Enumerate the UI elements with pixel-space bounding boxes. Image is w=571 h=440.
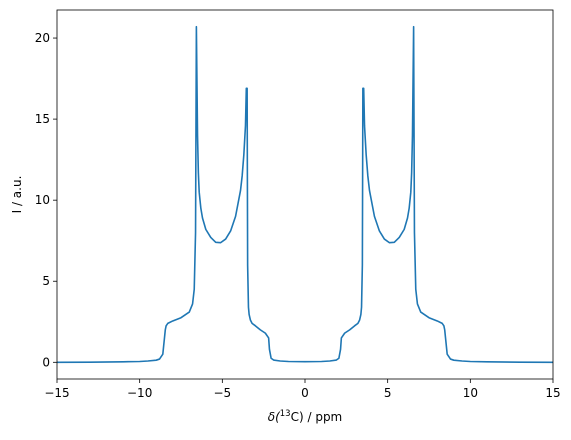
x-axis-label-superscript: 13 — [280, 409, 291, 419]
series-line — [56, 25, 554, 364]
x-axis-label-prefix: δ( — [268, 410, 281, 424]
y-tick-label: 10 — [35, 193, 50, 207]
y-axis-label: I / a.u. — [10, 176, 24, 214]
y-tick-label: 20 — [35, 31, 50, 45]
x-tick-label: 10 — [463, 386, 478, 400]
x-tick-label: 0 — [301, 386, 309, 400]
x-tick-label: 5 — [384, 386, 392, 400]
y-tick-label: 15 — [35, 112, 50, 126]
x-tick-label: −5 — [213, 386, 231, 400]
x-tick-label: 15 — [545, 386, 560, 400]
x-axis-label: δ(13C) / ppm — [268, 409, 343, 424]
axes-frame — [56, 9, 554, 380]
y-tick-label: 5 — [42, 274, 50, 288]
x-tick-label: −15 — [44, 386, 69, 400]
plot-area — [56, 25, 554, 364]
x-axis-ticks: −15 −10 −5 0 5 10 15 — [44, 379, 561, 400]
y-axis-ticks: 0 5 10 15 20 — [35, 31, 57, 369]
y-tick-label: 0 — [42, 355, 50, 369]
x-axis-label-suffix: C) / ppm — [291, 410, 343, 424]
x-tick-label: −10 — [127, 386, 152, 400]
